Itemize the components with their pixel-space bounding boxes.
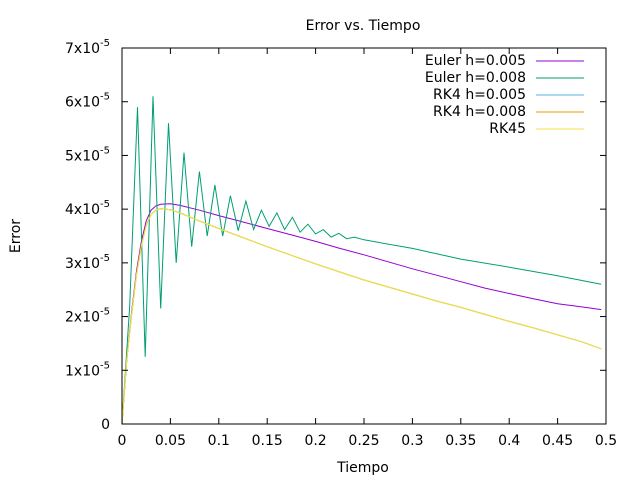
series-line-1 [121,203,602,425]
x-tick-label: 0.35 [445,433,476,449]
y-tick-label: 3x10-5 [65,253,110,272]
series-layer [121,96,602,425]
x-tick-label: 0.45 [542,433,573,449]
y-tick-label: 5x10-5 [65,145,110,164]
series-line-5 [121,208,602,425]
x-tick-label: 0.3 [401,433,423,449]
y-tick-label: 6x10-5 [65,92,110,111]
y-tick-label: 2x10-5 [65,307,110,326]
plot-frame [121,47,607,425]
axes-layer: 0 0.05 0.1 0.15 0.2 0.25 0.3 0.35 0.4 0.45 0.5 0 1x1… [65,38,617,449]
legend-label-1: Euler h=0.005 [425,53,526,69]
y-axis-label: Error [8,219,24,253]
legend-label-2: Euler h=0.008 [425,70,526,86]
legend-label-5: RK45 [489,121,526,137]
x-tick-label: 0.25 [348,433,379,449]
x-tick-label: 0.15 [252,433,283,449]
y-tick-label: 1x10-5 [65,360,110,379]
series-line-3 [121,208,602,425]
chart-title: Error vs. Tiempo [306,18,421,34]
y-tick-label: 7x10-5 [65,38,110,57]
legend-label-3: RK4 h=0.005 [433,87,526,103]
y-tick-label: 0 [101,417,110,433]
x-tick-label: 0.2 [304,433,326,449]
x-axis-label: Tiempo [336,460,389,476]
series-line-4 [121,208,602,425]
x-tick-label: 0.5 [595,433,617,449]
y-tick-label: 4x10-5 [65,199,110,218]
x-tick-label: 0.05 [155,433,186,449]
x-tick-label: 0.4 [498,433,520,449]
series-line-2 [121,96,602,425]
legend-label-4: RK4 h=0.008 [433,104,526,120]
x-tick-label: 0.1 [208,433,230,449]
x-tick-label: 0 [118,433,127,449]
